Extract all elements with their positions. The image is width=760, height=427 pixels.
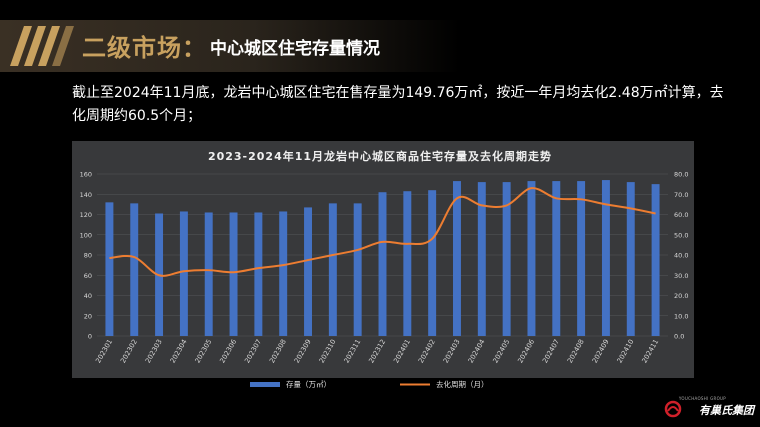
x-axis-tick-label: 202304	[169, 338, 189, 364]
bar	[428, 190, 437, 336]
header-band	[0, 20, 460, 72]
brand-tagline: YOUCHAOSHI GROUP	[678, 396, 726, 401]
bar	[105, 202, 114, 336]
chart-title: 2023-2024年11月龙岩中心城区商品住宅存量及去化周期走势	[207, 150, 553, 163]
bar	[279, 211, 288, 336]
left-axis-tick-label: 0	[88, 333, 92, 341]
bar	[130, 203, 139, 336]
x-axis-tick-label: 202309	[293, 338, 313, 364]
bar	[651, 184, 660, 336]
left-axis-tick-label: 40	[84, 292, 92, 300]
bar	[453, 181, 461, 336]
x-axis-tick-label: 202308	[268, 338, 288, 364]
bar	[353, 203, 362, 336]
bar	[378, 192, 387, 336]
x-axis-tick-label: 202404	[467, 338, 487, 364]
bar	[179, 211, 188, 336]
bar	[328, 203, 337, 336]
right-axis-tick-label: 50.0	[674, 231, 688, 239]
bar	[552, 181, 561, 336]
left-axis-tick-label: 120	[80, 211, 92, 219]
left-axis-tick-label: 80	[84, 252, 92, 260]
x-axis-tick-label: 202407	[541, 338, 561, 364]
legend-label-line: 去化周期（月）	[436, 379, 489, 389]
x-axis-tick-label: 202310	[318, 338, 338, 364]
x-axis-tick-label: 202406	[516, 338, 536, 364]
brand-logo-icon	[664, 400, 682, 418]
bar	[527, 181, 536, 336]
x-axis-tick-label: 202312	[367, 338, 387, 364]
x-axis-tick-label: 202405	[491, 338, 511, 364]
section-title: 二级市场：	[82, 34, 207, 62]
right-axis-tick-label: 60.0	[674, 211, 688, 219]
x-axis-tick-label: 202410	[616, 338, 636, 364]
bar	[204, 212, 213, 336]
x-axis-tick-label: 202303	[144, 338, 164, 364]
left-axis-tick-label: 60	[84, 272, 92, 280]
right-axis-tick-label: 30.0	[674, 272, 688, 280]
brand-name: 有巢氏集团	[699, 404, 754, 417]
right-axis-tick-label: 20.0	[674, 292, 688, 300]
x-axis-tick-label: 202409	[591, 338, 611, 364]
x-axis-tick-label: 202403	[442, 338, 462, 364]
legend-swatch-bar	[250, 382, 280, 387]
stripes-decoration	[10, 26, 74, 66]
bar	[502, 182, 511, 336]
x-axis-tick-label: 202402	[417, 338, 437, 364]
bar	[477, 182, 486, 336]
bar	[229, 212, 238, 336]
x-axis-tick-label: 202411	[640, 338, 660, 364]
x-axis-tick-label: 202305	[194, 338, 214, 364]
left-axis-tick-label: 100	[80, 231, 92, 239]
description-text: 截止至2024年11月底，龙岩中心城区住宅在售存量为149.76万㎡，按近一年月…	[72, 85, 724, 124]
x-axis-tick-label: 202306	[218, 338, 238, 364]
bar	[304, 207, 312, 336]
left-axis-tick-label: 20	[84, 312, 92, 320]
left-axis-tick-label: 140	[80, 191, 92, 199]
bar	[626, 182, 635, 336]
section-subtitle: 中心城区住宅存量情况	[210, 39, 380, 59]
bar	[254, 212, 263, 336]
bar	[601, 180, 610, 336]
x-axis-tick-label: 202301	[94, 338, 114, 364]
left-axis-tick-label: 160	[80, 171, 92, 179]
bar	[403, 191, 412, 336]
right-axis-tick-label: 40.0	[674, 252, 688, 260]
x-axis-tick-label: 202401	[392, 338, 412, 364]
x-axis-tick-label: 202311	[343, 338, 363, 364]
right-axis-tick-label: 0.0	[674, 333, 684, 341]
x-axis-tick-label: 202307	[243, 338, 263, 364]
x-axis-tick-label: 202302	[119, 338, 139, 364]
legend-label-bar: 存量（万㎡）	[286, 379, 331, 389]
right-axis-tick-label: 70.0	[674, 191, 688, 199]
x-axis-tick-label: 202408	[566, 338, 586, 364]
right-axis-tick-label: 10.0	[674, 312, 688, 320]
bar	[577, 181, 586, 336]
right-axis-tick-label: 80.0	[674, 171, 688, 179]
